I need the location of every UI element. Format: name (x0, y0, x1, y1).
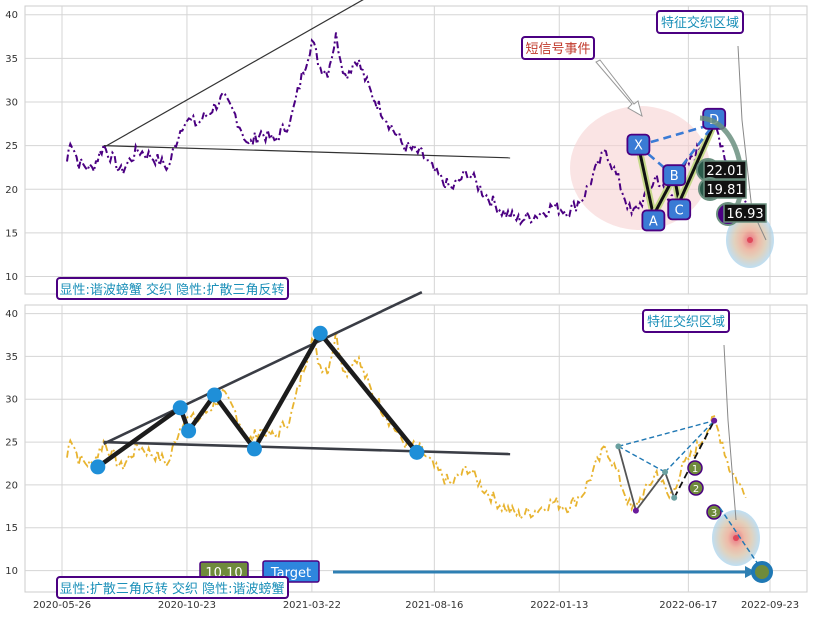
triangle-vertex (90, 459, 106, 475)
xabcd-leg-bottom (664, 471, 676, 499)
y-tick-label: 40 (5, 10, 18, 21)
xabcd-point-bottom (632, 507, 639, 514)
event-label-box (521, 36, 595, 60)
panel-bottom-y-ticks: 10 15 20 25 30 35 40 (5, 309, 18, 577)
y-tick-label: 30 (5, 395, 18, 406)
triangle-vertex (409, 444, 425, 460)
top-label-2: 特征交织区域 (647, 314, 725, 330)
bottom-label-box-2 (56, 576, 289, 599)
triangle-vertex (312, 325, 328, 341)
top-label-1: 特征交织区域 (661, 15, 739, 31)
xabcd-point-bottom (671, 494, 678, 501)
y-tick-label: 15 (5, 228, 18, 239)
step-label-1-text: 1 (692, 464, 698, 475)
x-tick-label: 2020-10-23 (158, 600, 216, 611)
event-arrow (595, 59, 643, 118)
xabcd-ratio-line-bottom (664, 420, 715, 473)
y-tick-label: 10 (5, 566, 18, 577)
triangle-vertex (246, 441, 262, 457)
target-marker (751, 561, 773, 583)
trendline (103, 0, 364, 148)
price-label-2-text: 19.81 (706, 183, 743, 198)
step-label-2-text: 2 (693, 484, 699, 495)
price-label-2: 19.81 (698, 177, 747, 201)
x-tick-label: 2020-05-26 (33, 600, 91, 611)
xabcd-marker (662, 164, 687, 187)
panel-bottom-trendlines (103, 290, 511, 456)
xabcd-ratio-line-bottom (618, 419, 715, 448)
target-arrowhead (745, 566, 756, 578)
step-label-2: 2 (688, 480, 704, 496)
xabcd-label-a: A (649, 214, 658, 229)
xabcd-marker (667, 198, 692, 221)
panel-top-y-ticks: 10 15 20 25 30 35 40 (5, 10, 18, 283)
price-label-1-text: 22.01 (706, 164, 743, 179)
xabcd-point-bottom (711, 417, 718, 424)
target-projection (719, 507, 763, 571)
y-tick-label: 20 (5, 185, 18, 196)
triangle-vertex (181, 423, 197, 439)
y-tick-label: 15 (5, 523, 18, 534)
xabcd-marker (641, 209, 666, 232)
target-dot-top (747, 237, 753, 243)
price-line-bottom (66, 330, 747, 521)
xabcd-label-x: X (634, 139, 643, 154)
xabcd-ratio-line-bottom (618, 445, 666, 473)
step-label-1: 1 (687, 460, 703, 476)
bottom-label-2: 显性:扩散三角反转 交织 隐性:谐波螃蟹 (59, 581, 284, 597)
price-label-3: 16.93 (716, 202, 767, 226)
xabcd-label-b: B (670, 169, 679, 184)
bottom-label-1: 显性:谐波螃蟹 交织 隐性:扩散三角反转 (59, 282, 284, 298)
y-tick-label: 35 (5, 352, 18, 363)
x-tick-label: 2021-03-22 (283, 600, 341, 611)
x-axis-ticks: 2020-05-26 2020-10-23 2021-03-22 2021-08-16… (33, 600, 799, 611)
triangle-zigzag (90, 325, 425, 475)
trendline (103, 440, 511, 456)
x-tick-label: 2022-01-13 (530, 600, 588, 611)
xabcd-leg (636, 145, 655, 216)
xabcd-marker (626, 133, 651, 156)
price-line-top (66, 32, 747, 227)
y-tick-label: 25 (5, 438, 18, 449)
target-dot-bottom (733, 535, 739, 541)
xabcd-ratio-line (673, 123, 716, 177)
y-tick-label: 25 (5, 141, 18, 152)
y-tick-label: 20 (5, 480, 18, 491)
trendline (103, 290, 423, 445)
target-pointer-bottom (723, 344, 737, 521)
xabcd-leg (677, 123, 716, 203)
target-pointer-top (737, 45, 767, 241)
top-label-box-2 (642, 309, 730, 333)
xabcd-leg-bottom (617, 446, 637, 511)
x-tick-label: 2022-09-23 (741, 600, 799, 611)
xabcd-point-bottom (662, 469, 669, 476)
price-label-3-text: 16.93 (726, 207, 763, 222)
y-tick-label: 35 (5, 54, 18, 65)
y-tick-label: 40 (5, 309, 18, 320)
panel-top-trendlines (103, 0, 511, 159)
event-label: 短信号事件 (525, 42, 590, 57)
xabcd-ratio-line (638, 122, 715, 147)
panel-bottom: 10 15 20 25 30 35 40 2020-05-26 2020-10-23 2021-… (5, 290, 808, 611)
triangle-vertex (172, 400, 188, 416)
x-tick-label: 2022-06-17 (659, 600, 717, 611)
xabcd-leg-bottom (673, 420, 715, 499)
xabcd-label-c: C (675, 203, 684, 218)
xabcd-pattern-bottom (615, 417, 718, 514)
xabcd-point-bottom (615, 443, 622, 450)
triangle-vertex (206, 387, 222, 403)
step-label-3: 3 (706, 504, 722, 520)
price-label-1: 22.01 (696, 158, 747, 182)
x-tick-label: 2021-08-16 (405, 600, 463, 611)
bottom-label-box-1 (56, 277, 289, 300)
step-label-3-text: 3 (711, 508, 717, 519)
xabcd-leg-bottom (635, 471, 666, 512)
y-tick-label: 30 (5, 98, 18, 109)
y-tick-label: 10 (5, 272, 18, 283)
top-label-box-1 (656, 10, 744, 34)
trendline (103, 145, 511, 159)
